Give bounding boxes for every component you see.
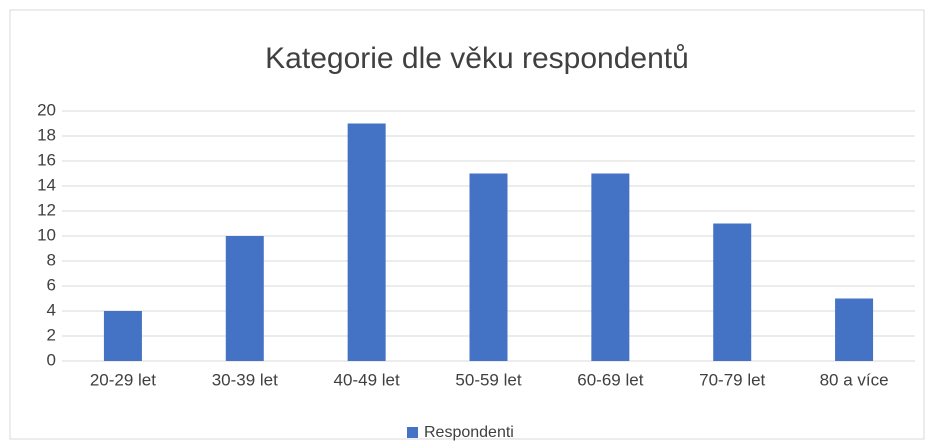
bar [469,173,508,361]
y-tick-label: 16 [37,150,56,169]
y-tick-label: 0 [47,350,56,369]
x-tick-label: 70-79 let [699,370,765,389]
y-tick-label: 8 [47,250,56,269]
chart-border [9,9,925,440]
x-tick-label: 30-39 let [212,370,278,389]
bar [347,123,386,361]
bar [225,236,264,361]
y-tick-label: 10 [37,225,56,244]
legend-swatch [407,427,418,438]
y-tick-label: 14 [37,175,56,194]
y-tick-label: 4 [47,300,56,319]
y-tick-label: 20 [37,100,56,119]
y-tick-label: 18 [37,125,56,144]
x-tick-label: 40-49 let [334,370,400,389]
bar [103,311,142,361]
x-tick-label: 20-29 let [90,370,156,389]
x-tick-label: 50-59 let [455,370,521,389]
x-tick-label: 80 a více [820,370,889,389]
x-tick-label: 60-69 let [577,370,643,389]
chart-title: Kategorie dle věku respondentů [265,42,689,75]
y-tick-label: 6 [47,275,56,294]
bar [835,298,874,361]
bar [713,223,752,361]
legend-label: Respondenti [424,424,514,441]
y-tick-label: 12 [37,200,56,219]
bar [591,173,630,361]
y-tick-label: 2 [47,325,56,344]
